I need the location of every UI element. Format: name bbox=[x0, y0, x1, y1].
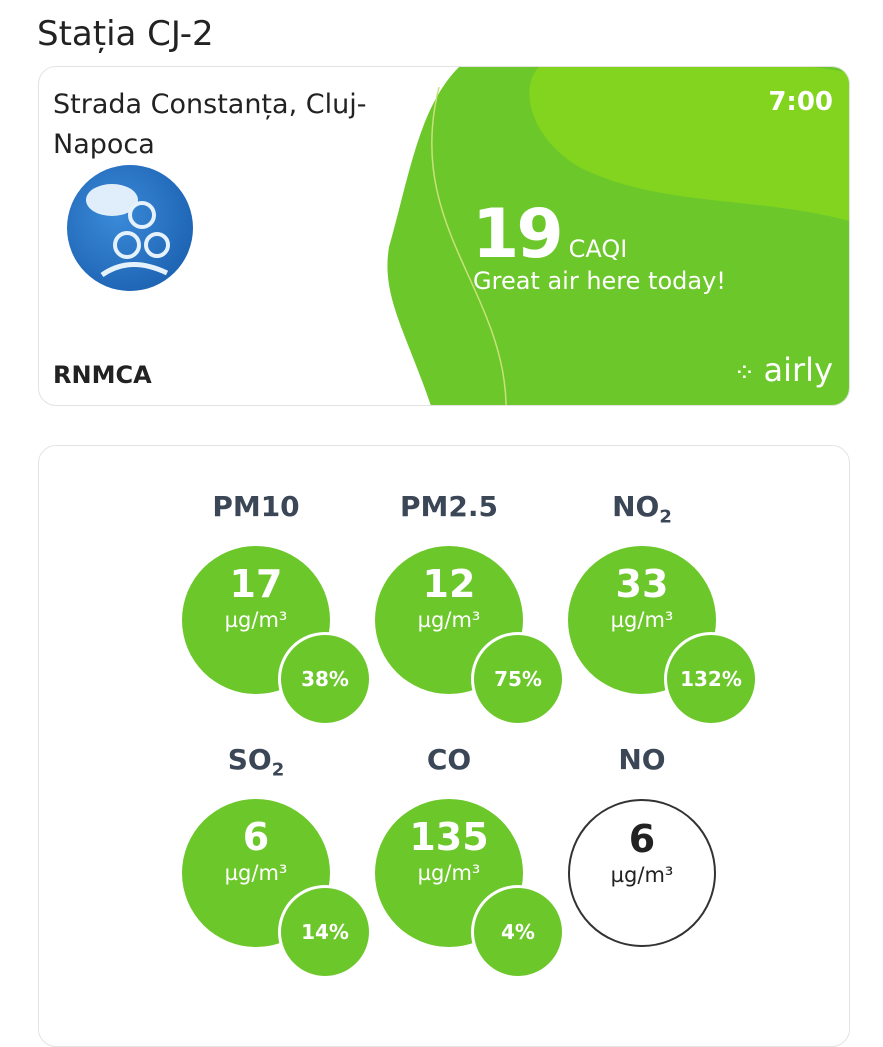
airly-logo: ⁘ airly bbox=[733, 351, 833, 389]
air-quality-message: Great air here today! bbox=[473, 267, 726, 295]
pollutant-name: NO2 bbox=[612, 490, 672, 528]
rnmca-logo bbox=[67, 165, 193, 291]
pollutant-name: CO bbox=[426, 743, 472, 776]
pollutant-percent-badge: 14% bbox=[278, 885, 372, 979]
pollutant-name: PM10 bbox=[212, 490, 300, 523]
pollutant-3[interactable]: SO2 6 µg/m³ 14% bbox=[161, 743, 372, 983]
pollutant-percent-badge: 75% bbox=[471, 632, 565, 726]
pollutant-value-circle: 6 µg/m³ bbox=[568, 799, 716, 947]
pollutant-percent-badge: 38% bbox=[278, 632, 372, 726]
measurement-time: 7:00 bbox=[768, 87, 833, 117]
pollutant-name: PM2.5 bbox=[400, 490, 498, 523]
pollutant-name: SO2 bbox=[227, 743, 285, 781]
provider-name: RNMCA bbox=[53, 361, 152, 389]
pollutant-percent-badge: 132% bbox=[664, 632, 758, 726]
pollutant-value-circle: 12 µg/m³ bbox=[375, 546, 523, 694]
caqi-unit: CAQI bbox=[568, 235, 628, 263]
green-background-shape bbox=[387, 67, 849, 405]
pollutant-2[interactable]: NO2 33 µg/m³ 132% bbox=[547, 490, 758, 730]
pollutant-5[interactable]: NO 6 µg/m³ bbox=[547, 743, 737, 983]
pollutant-1[interactable]: PM2.5 12 µg/m³ 75% bbox=[354, 490, 565, 730]
pollutant-percent-badge: 4% bbox=[471, 885, 565, 979]
pollutant-0[interactable]: PM10 17 µg/m³ 38% bbox=[161, 490, 372, 730]
caqi-value: 19 bbox=[472, 195, 564, 274]
station-card[interactable]: Strada Constanța, Cluj-Napoca RNMCA 7:00… bbox=[38, 66, 850, 406]
page-title: Stația CJ-2 bbox=[37, 14, 214, 54]
pollutant-4[interactable]: CO 135 µg/m³ 4% bbox=[354, 743, 565, 983]
caqi-index: 19 CAQI bbox=[472, 195, 627, 274]
pollutant-value-circle: 135 µg/m³ bbox=[375, 799, 523, 947]
pollutant-name: NO bbox=[618, 743, 666, 776]
sun-icon: ⁘ bbox=[733, 358, 764, 388]
pollutant-value-circle: 17 µg/m³ bbox=[182, 546, 330, 694]
station-address: Strada Constanța, Cluj-Napoca bbox=[53, 89, 367, 160]
